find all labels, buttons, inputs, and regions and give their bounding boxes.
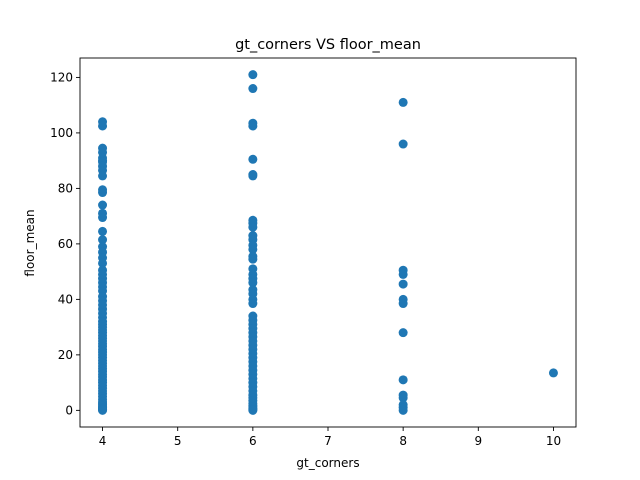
data-point bbox=[248, 222, 258, 232]
y-axis-label: floor_mean bbox=[23, 209, 37, 276]
data-point bbox=[398, 405, 408, 415]
data-point bbox=[98, 213, 108, 223]
data-point bbox=[98, 188, 108, 198]
y-tick-label: 80 bbox=[58, 181, 73, 195]
y-tick-label: 20 bbox=[58, 348, 73, 362]
data-point bbox=[398, 269, 408, 279]
data-point bbox=[98, 258, 108, 268]
y-axis-ticks: 0 20 40 60 80 100 120 bbox=[50, 70, 80, 417]
x-tick-label: 10 bbox=[546, 434, 561, 448]
x-tick-label: 5 bbox=[174, 434, 182, 448]
x-tick-label: 9 bbox=[474, 434, 482, 448]
data-point bbox=[248, 299, 258, 309]
data-point bbox=[98, 226, 108, 236]
data-point bbox=[98, 171, 108, 181]
x-tick-label: 7 bbox=[324, 434, 332, 448]
data-point bbox=[98, 405, 108, 415]
data-point bbox=[248, 405, 258, 415]
data-points bbox=[98, 70, 558, 415]
data-point bbox=[248, 70, 258, 80]
data-point bbox=[398, 97, 408, 107]
data-point bbox=[248, 154, 258, 164]
data-point bbox=[548, 368, 558, 378]
x-tick-label: 6 bbox=[249, 434, 257, 448]
y-tick-label: 100 bbox=[50, 126, 73, 140]
data-point bbox=[398, 393, 408, 403]
data-point bbox=[248, 244, 258, 254]
x-tick-label: 4 bbox=[99, 434, 107, 448]
data-point bbox=[398, 299, 408, 309]
x-tick-label: 8 bbox=[399, 434, 407, 448]
data-point bbox=[248, 254, 258, 264]
data-point bbox=[248, 84, 258, 94]
data-point bbox=[398, 139, 408, 149]
x-axis-label: gt_corners bbox=[296, 456, 359, 470]
data-point bbox=[248, 278, 258, 288]
y-tick-label: 120 bbox=[50, 70, 73, 84]
x-axis-ticks: 4 5 6 7 8 9 10 bbox=[99, 427, 561, 448]
data-point bbox=[98, 235, 108, 245]
data-point bbox=[398, 279, 408, 289]
y-tick-label: 60 bbox=[58, 237, 73, 251]
data-point bbox=[398, 375, 408, 385]
data-point bbox=[398, 328, 408, 338]
data-point bbox=[98, 121, 108, 131]
y-tick-label: 40 bbox=[58, 292, 73, 306]
chart-title: gt_corners VS floor_mean bbox=[235, 37, 421, 53]
data-point bbox=[248, 121, 258, 131]
data-point bbox=[98, 200, 108, 210]
y-tick-label: 0 bbox=[65, 403, 73, 417]
data-point bbox=[248, 171, 258, 181]
